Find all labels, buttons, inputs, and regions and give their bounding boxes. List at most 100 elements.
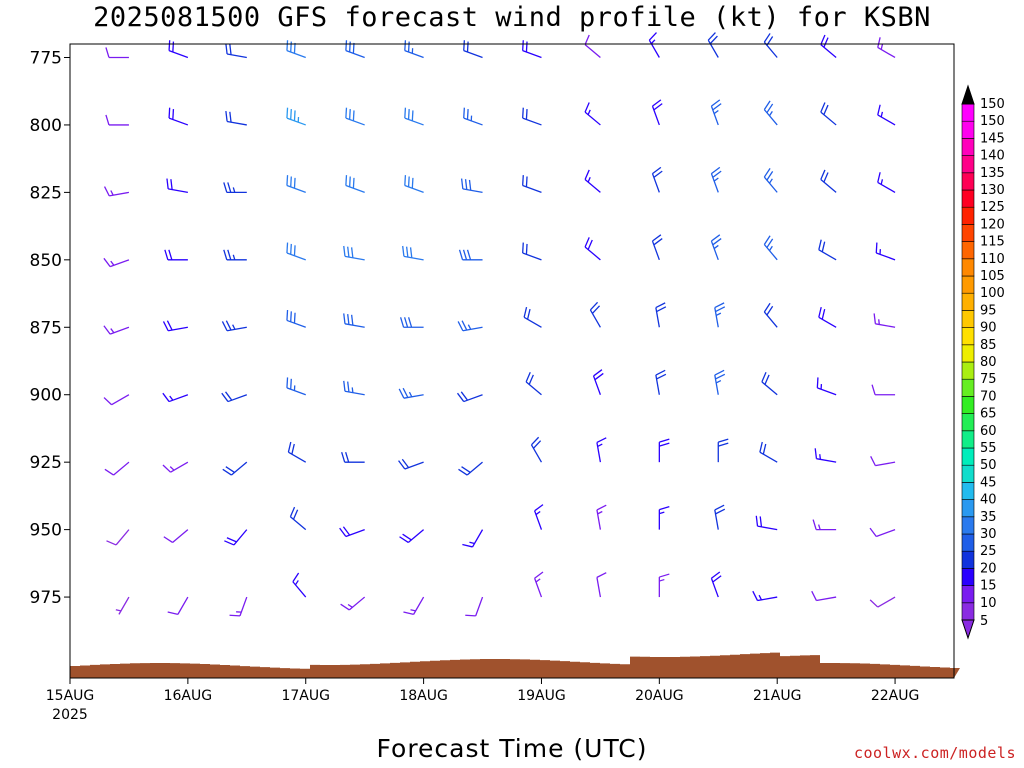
barb-shaft bbox=[226, 120, 247, 126]
colorbar-swatch bbox=[961, 172, 975, 191]
barb-full-feather bbox=[170, 179, 173, 190]
wind-barb bbox=[812, 519, 837, 531]
barb-half-feather bbox=[110, 328, 115, 334]
barb-shaft bbox=[877, 114, 896, 126]
colorbar-tick-label: 65 bbox=[980, 407, 997, 422]
barb-full-feather bbox=[653, 170, 663, 178]
barb-shaft bbox=[168, 50, 189, 59]
barb-half-feather bbox=[713, 244, 719, 250]
wind-barb bbox=[286, 309, 306, 328]
barb-full-feather bbox=[462, 543, 473, 548]
barb-half-feather bbox=[232, 324, 236, 330]
x-axis: 15AUG 16AUG 17AUG 18AUG 19AUG 20AUG 21AUG 22AUG… bbox=[46, 678, 919, 723]
barb-shaft bbox=[523, 316, 542, 328]
barb-shaft bbox=[818, 316, 837, 328]
barb-full-feather bbox=[162, 321, 169, 332]
barb-full-feather bbox=[525, 372, 531, 383]
wind-barb bbox=[877, 172, 896, 193]
barb-full-feather bbox=[399, 536, 409, 544]
barb-half-feather bbox=[469, 541, 475, 545]
barb-shaft bbox=[289, 516, 307, 531]
barb-full-feather bbox=[656, 373, 667, 380]
wind-barb bbox=[343, 380, 365, 396]
barb-shaft bbox=[522, 252, 542, 261]
barb-half-feather bbox=[715, 312, 722, 317]
barb-full-feather bbox=[593, 369, 603, 377]
barb-full-feather bbox=[715, 373, 726, 380]
barb-full-feather bbox=[584, 237, 590, 248]
barb-full-feather bbox=[766, 238, 774, 248]
colorbar-tick-label: 110 bbox=[980, 252, 1005, 267]
wind-barb bbox=[103, 186, 130, 197]
barb-full-feather bbox=[407, 317, 413, 328]
wind-barb bbox=[292, 572, 307, 598]
wind-barb bbox=[655, 302, 667, 328]
barb-half-feather bbox=[587, 109, 591, 115]
colorbar-swatch bbox=[961, 310, 975, 328]
wind-barb bbox=[811, 590, 837, 602]
barb-full-feather bbox=[398, 388, 405, 399]
colorbar-tick-label: 145 bbox=[980, 131, 1005, 146]
barb-full-feather bbox=[405, 246, 409, 258]
barb-full-feather bbox=[464, 179, 468, 190]
wind-barb bbox=[463, 107, 483, 126]
barb-full-feather bbox=[347, 314, 350, 325]
barb-full-feather bbox=[877, 104, 881, 116]
barb-shaft bbox=[118, 596, 130, 615]
barb-full-feather bbox=[403, 317, 409, 328]
barb-half-feather bbox=[597, 443, 603, 447]
barb-shaft bbox=[596, 577, 602, 598]
barb-shaft bbox=[463, 117, 483, 126]
barb-full-feather bbox=[407, 41, 410, 53]
barb-shaft bbox=[231, 461, 248, 476]
barb-full-feather bbox=[221, 321, 228, 332]
colorbar-swatch bbox=[961, 241, 975, 260]
barb-full-feather bbox=[532, 440, 542, 449]
barb-full-feather bbox=[522, 175, 524, 186]
barb-shaft bbox=[348, 596, 366, 611]
barb-shaft bbox=[463, 50, 483, 59]
colorbar-tick-label: 100 bbox=[980, 286, 1005, 301]
barb-full-feather bbox=[718, 442, 729, 447]
y-tick-label: 975 bbox=[30, 588, 62, 608]
wind-barb bbox=[763, 33, 778, 58]
barb-shaft bbox=[522, 184, 542, 193]
colorbar-swatch bbox=[961, 275, 975, 294]
wind-barb bbox=[163, 529, 189, 544]
barb-full-feather bbox=[223, 249, 228, 261]
barb-full-feather bbox=[812, 519, 817, 530]
barb-full-feather bbox=[523, 306, 528, 318]
barb-full-feather bbox=[229, 44, 232, 55]
barb-full-feather bbox=[534, 504, 544, 512]
wind-barb bbox=[873, 313, 896, 328]
wind-barb bbox=[761, 372, 778, 396]
barb-full-feather bbox=[347, 246, 350, 258]
barb-half-feather bbox=[768, 245, 773, 251]
barb-full-feather bbox=[659, 438, 670, 443]
barb-full-feather bbox=[873, 313, 877, 324]
colorbar-tick-label: 115 bbox=[980, 235, 1005, 250]
barb-shaft bbox=[876, 529, 896, 538]
wind-barb bbox=[286, 377, 306, 396]
wind-barb bbox=[714, 302, 726, 328]
barb-full-feather bbox=[714, 369, 725, 376]
barb-full-feather bbox=[525, 243, 528, 255]
barb-shaft bbox=[875, 461, 896, 467]
y-tick-label: 800 bbox=[30, 116, 62, 136]
barb-full-feather bbox=[166, 320, 173, 331]
credit-link[interactable]: coolwx.com/models bbox=[853, 744, 1016, 762]
barb-full-feather bbox=[530, 436, 540, 446]
wind-barb bbox=[399, 529, 425, 544]
colorbar-tick-label: 5 bbox=[980, 614, 988, 629]
barb-full-feather bbox=[818, 239, 822, 250]
chart-title: 2025081500 GFS forecast wind profile (kt… bbox=[93, 2, 931, 33]
wind-barb bbox=[167, 596, 189, 616]
barb-full-feather bbox=[229, 614, 240, 617]
barb-shaft bbox=[820, 179, 837, 193]
barb-full-feather bbox=[403, 611, 414, 616]
barb-full-feather bbox=[411, 177, 414, 189]
barb-full-feather bbox=[225, 43, 228, 55]
y-tick-label: 950 bbox=[30, 521, 62, 541]
wind-barb bbox=[818, 306, 837, 328]
